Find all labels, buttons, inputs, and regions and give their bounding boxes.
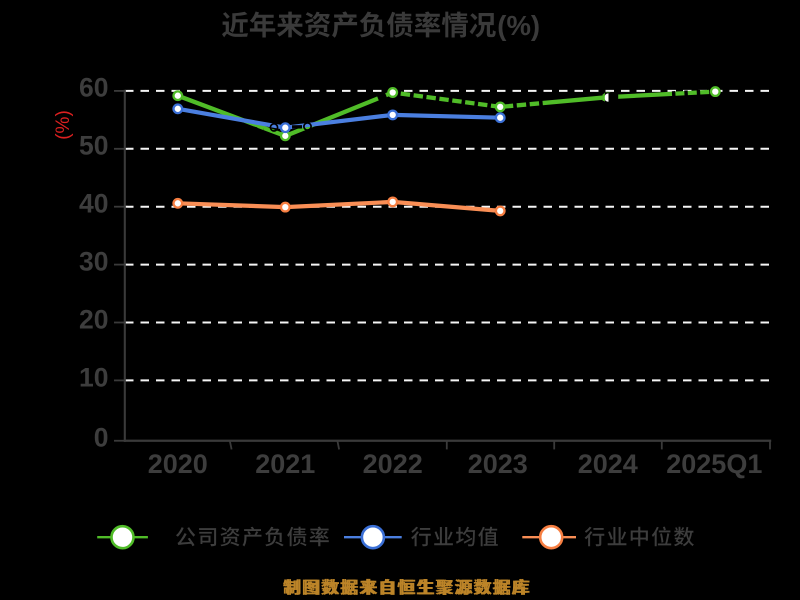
svg-text:20: 20 xyxy=(79,304,108,334)
svg-text:2025Q1: 2025Q1 xyxy=(666,449,762,479)
svg-text:50: 50 xyxy=(79,131,108,161)
svg-text:2022: 2022 xyxy=(363,449,423,479)
svg-text:0: 0 xyxy=(94,423,109,453)
svg-text:2020: 2020 xyxy=(148,449,208,479)
svg-text:40: 40 xyxy=(79,189,108,219)
svg-text:2024: 2024 xyxy=(578,449,638,479)
svg-text:(%): (%) xyxy=(53,110,74,140)
svg-text:2021: 2021 xyxy=(255,449,315,479)
svg-text:(%): (%) xyxy=(497,10,540,41)
svg-text:10: 10 xyxy=(79,362,108,392)
svg-text:60: 60 xyxy=(79,73,108,103)
svg-text:30: 30 xyxy=(79,247,108,277)
svg-text:2023: 2023 xyxy=(468,449,528,479)
